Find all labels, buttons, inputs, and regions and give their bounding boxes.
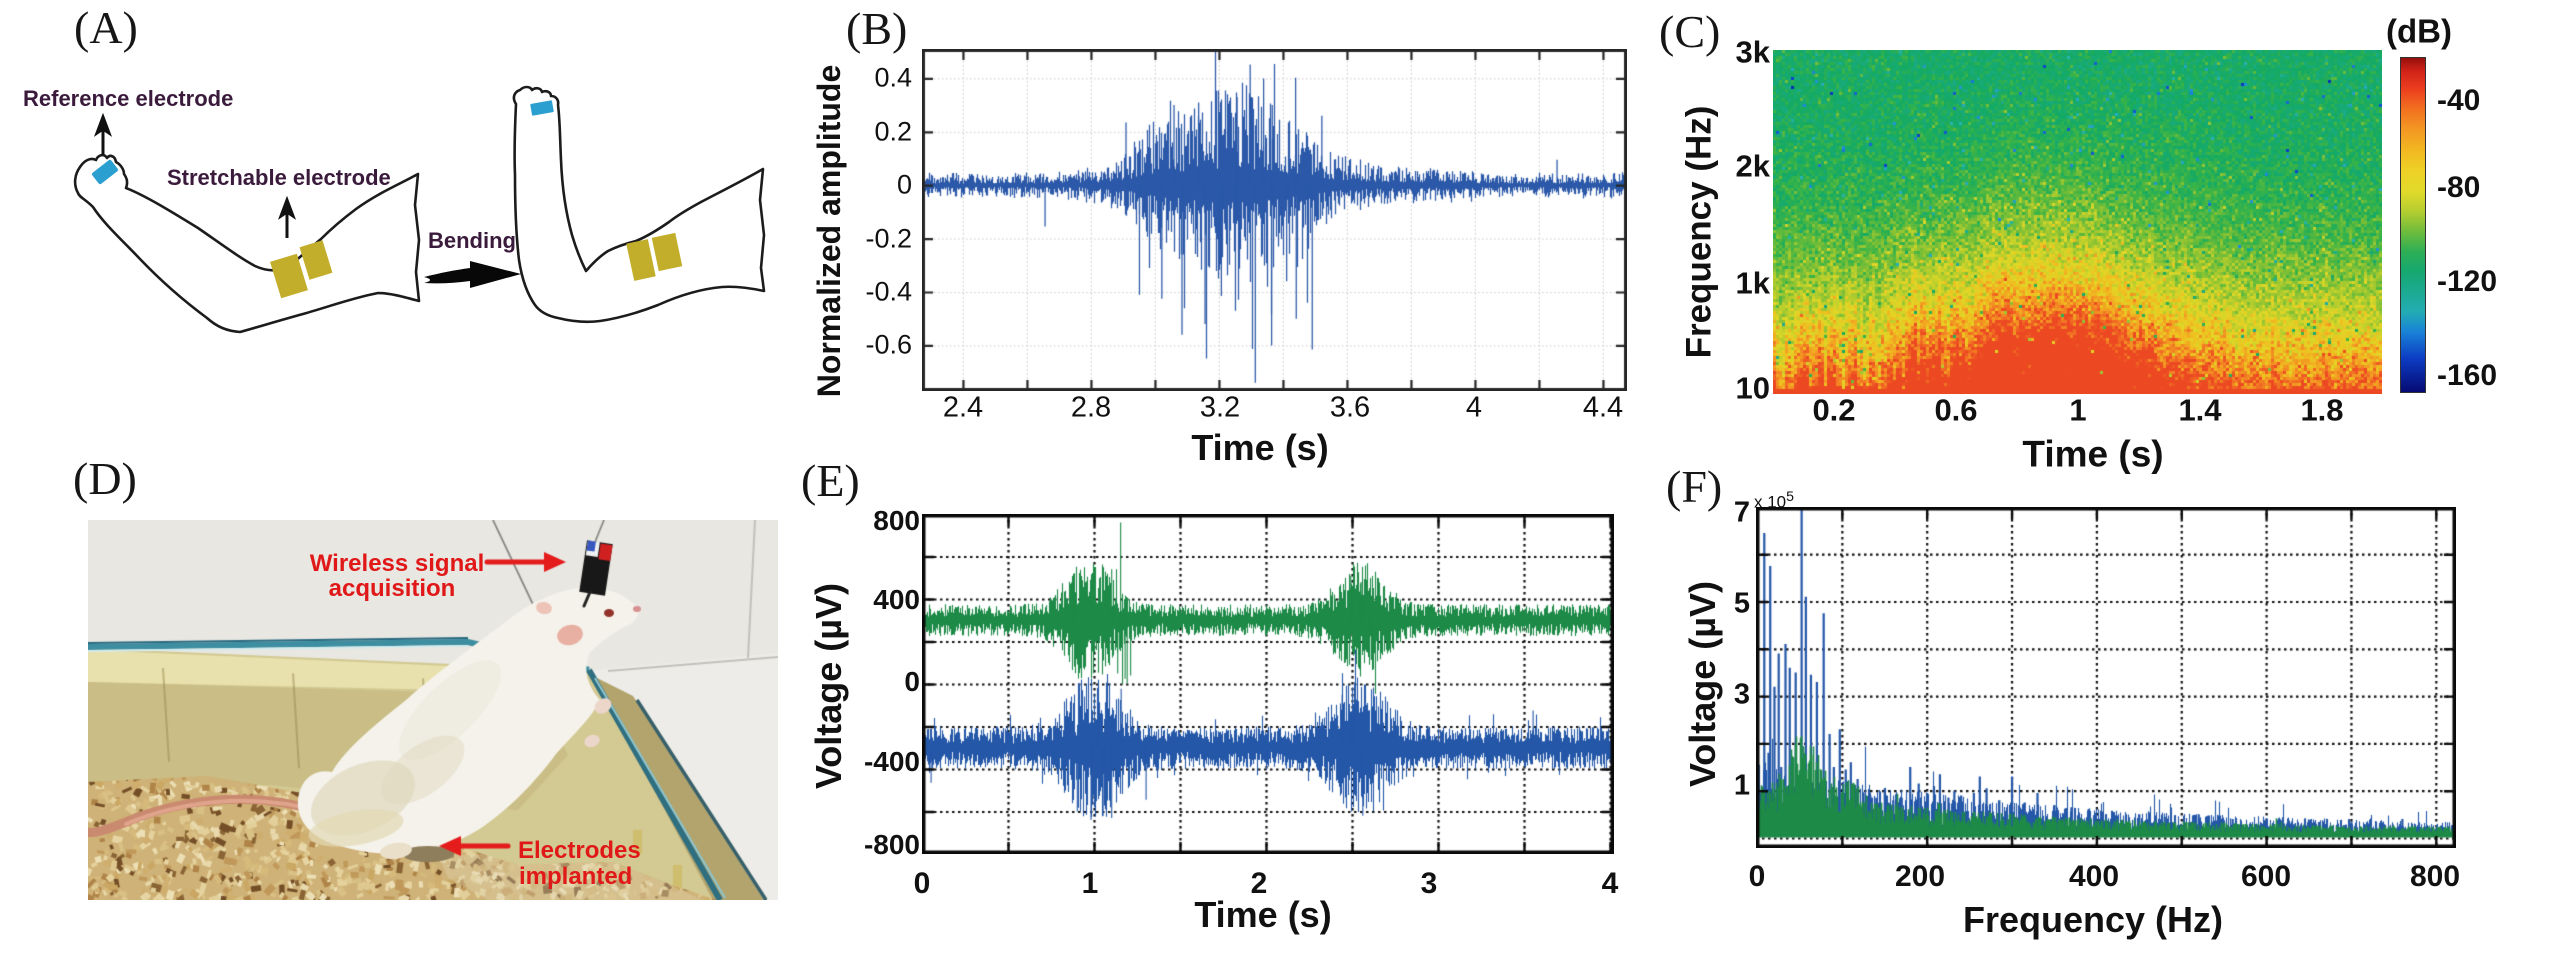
svg-text:Reference electrode: Reference electrode bbox=[23, 86, 233, 111]
svg-text:Bending: Bending bbox=[428, 228, 516, 253]
svg-text:Stretchable electrode: Stretchable electrode bbox=[167, 165, 391, 190]
